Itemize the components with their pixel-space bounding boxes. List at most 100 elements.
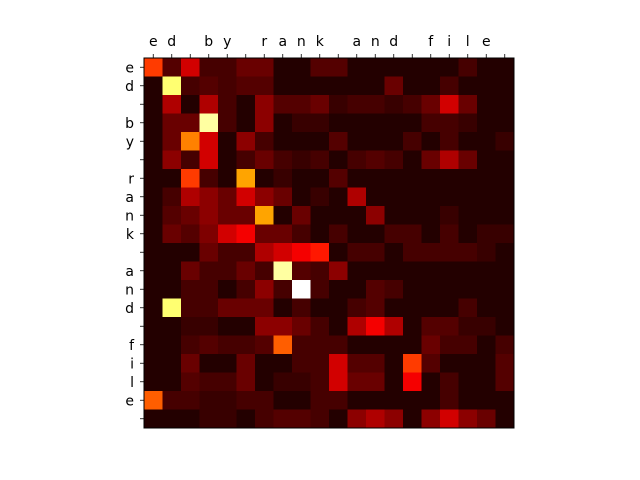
heatmap-cell [144, 132, 163, 151]
heatmap-cell [181, 132, 200, 151]
heatmap-cell [495, 280, 515, 299]
heatmap-cell [440, 132, 459, 151]
heatmap-cell [477, 354, 496, 373]
heatmap-cell [199, 206, 219, 225]
heatmap-cell [310, 132, 330, 151]
heatmap-cell [440, 261, 459, 281]
heatmap-cell [218, 113, 237, 133]
heatmap-cell [403, 298, 422, 318]
heatmap-cell [273, 132, 293, 151]
heatmap-cell [440, 298, 459, 318]
heatmap-cell [440, 280, 459, 299]
heatmap-cell [218, 335, 237, 355]
heatmap-cell [292, 335, 311, 355]
heatmap-cell [495, 391, 515, 410]
heatmap-cell [384, 95, 404, 114]
heatmap-cell [495, 409, 515, 429]
heatmap-cell [310, 261, 330, 281]
heatmap-cell [255, 132, 274, 151]
heatmap-cell [181, 261, 200, 281]
heatmap-cell [310, 206, 330, 225]
heatmap-cell [199, 243, 219, 262]
heatmap-cell [329, 113, 348, 133]
heatmap-cell [181, 150, 200, 170]
heatmap-cell [347, 113, 367, 133]
heatmap-cell [421, 280, 441, 299]
heatmap-cell [292, 224, 311, 244]
heatmap-cell [329, 354, 348, 373]
heatmap-cell [477, 187, 496, 207]
heatmap-cell [273, 113, 293, 133]
x-tick-label: n [297, 34, 306, 50]
heatmap-cell [477, 298, 496, 318]
heatmap-cell [440, 113, 459, 133]
heatmap-cell [310, 391, 330, 410]
heatmap-cell [292, 206, 311, 225]
heatmap-cell [347, 298, 367, 318]
heatmap-cell [347, 76, 367, 96]
heatmap-cell [347, 261, 367, 281]
heatmap-cell [310, 243, 330, 262]
heatmap-cell [347, 224, 367, 244]
heatmap-cell [329, 206, 348, 225]
heatmap-cell [218, 150, 237, 170]
heatmap-cell [144, 150, 163, 170]
heatmap-cell [310, 58, 330, 77]
heatmap-cell [329, 243, 348, 262]
heatmap-cell [310, 169, 330, 188]
heatmap-cell [236, 298, 256, 318]
heatmap-cell [218, 243, 237, 262]
heatmap-cell [199, 58, 219, 77]
heatmap-cell [403, 409, 422, 429]
heatmap-cell [440, 76, 459, 96]
x-tick-label: a [278, 34, 287, 50]
heatmap-cell [162, 206, 182, 225]
heatmap-cell [273, 150, 293, 170]
heatmap-cell [458, 187, 478, 207]
heatmap-cell [218, 169, 237, 188]
heatmap-cell [236, 261, 256, 281]
heatmap-cell [421, 298, 441, 318]
heatmap-cell [329, 335, 348, 355]
heatmap-cell [366, 169, 385, 188]
heatmap-cell [384, 372, 404, 392]
heatmap-cell [440, 243, 459, 262]
heatmap-cell [144, 261, 163, 281]
heatmap-cell [218, 206, 237, 225]
heatmap-cell [310, 372, 330, 392]
heatmap-cell [384, 187, 404, 207]
heatmap-cell [495, 58, 515, 77]
heatmap-cell [255, 335, 274, 355]
x-tick-label: d [167, 34, 176, 50]
heatmap-cell [273, 335, 293, 355]
heatmap-cell [199, 132, 219, 151]
heatmap-cell [366, 132, 385, 151]
heatmap-cell [218, 76, 237, 96]
heatmap-cell [384, 132, 404, 151]
heatmap-cell [421, 187, 441, 207]
heatmap-cell [477, 224, 496, 244]
heatmap-cell [199, 261, 219, 281]
heatmap-cell [255, 224, 274, 244]
heatmap-cell [310, 95, 330, 114]
heatmap-cell [477, 95, 496, 114]
heatmap-cell [403, 280, 422, 299]
heatmap-cell [255, 280, 274, 299]
heatmap-cell [384, 206, 404, 225]
heatmap-cell [477, 261, 496, 281]
heatmap-cell [310, 298, 330, 318]
heatmap-cell [384, 150, 404, 170]
heatmap-cell [218, 317, 237, 336]
heatmap-cell [495, 150, 515, 170]
heatmap-cell [162, 113, 182, 133]
heatmap-cell [477, 335, 496, 355]
heatmap-cell [477, 317, 496, 336]
y-tick-label: k [126, 227, 135, 243]
heatmap-cell [495, 317, 515, 336]
heatmap-cell [162, 280, 182, 299]
heatmap-cell [273, 409, 293, 429]
heatmap-cell [477, 391, 496, 410]
heatmap-cell [236, 58, 256, 77]
heatmap-cell [421, 261, 441, 281]
